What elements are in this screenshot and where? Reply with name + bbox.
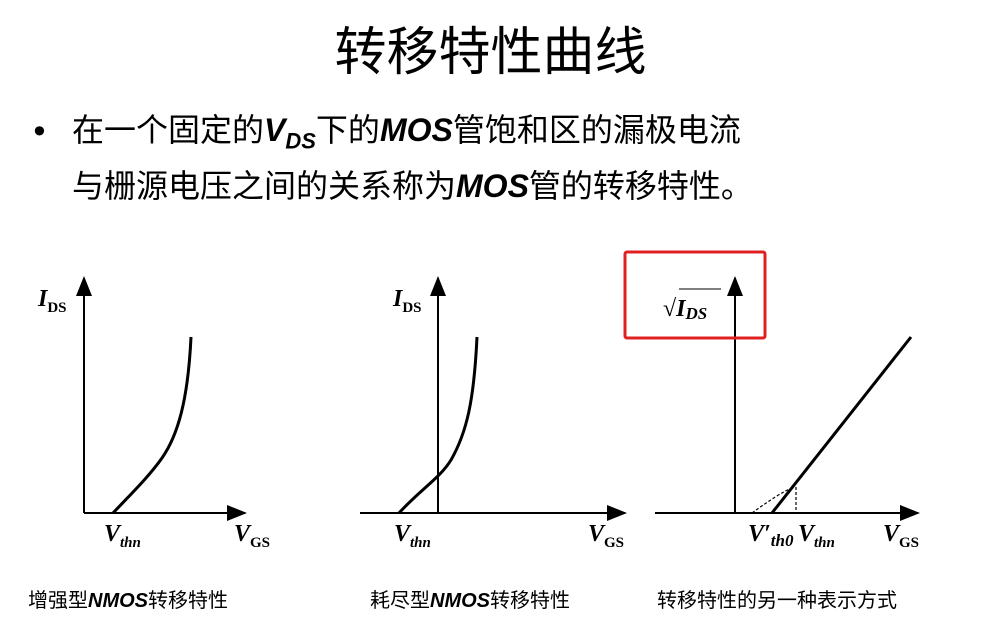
- vth0-label: V′th0: [748, 521, 794, 550]
- slide-title: 转移特性曲线: [334, 23, 647, 83]
- text: 管的转移特性。: [528, 167, 753, 205]
- text: 转移特性的另一种表示方式: [657, 588, 897, 612]
- bullet-line-1: 在一个固定的VDS下的MOS管饱和区的漏极电流: [72, 110, 741, 161]
- vthn-label-3: Vthn: [798, 521, 835, 551]
- bullet-line-2: 与栅源电压之间的关系称为MOS管的转移特性。: [72, 166, 753, 206]
- nmos-text: NMOS: [430, 590, 490, 612]
- vds-subscript: DS: [285, 128, 316, 154]
- text: 与栅源电压之间的关系称为: [72, 167, 457, 205]
- text: 管饱和区的漏极电流: [452, 111, 741, 149]
- nmos-text: NMOS: [88, 590, 148, 612]
- text: 转移特性: [148, 588, 228, 612]
- caption-alternate: 转移特性的另一种表示方式: [657, 586, 897, 614]
- xlabel-1: VGS: [234, 521, 270, 551]
- highlight-box: [623, 250, 767, 340]
- vthn-label-2: Vthn: [394, 521, 431, 551]
- ylabel-1: IDS: [37, 286, 67, 316]
- curve-enhancement: [111, 336, 193, 515]
- xlabel-3: VGS: [883, 521, 919, 551]
- caption-enhancement: 增强型NMOS转移特性: [28, 586, 228, 615]
- text: 转移特性: [490, 588, 570, 612]
- xlabel-2: VGS: [588, 521, 624, 551]
- subthreshold-dashed-curve: [751, 486, 795, 514]
- bullet-icon: •: [30, 113, 49, 151]
- mos-text: MOS: [379, 112, 453, 148]
- text: 耗尽型: [370, 588, 430, 612]
- caption-depletion: 耗尽型NMOS转移特性: [370, 586, 570, 615]
- sqrt-ids-line: [770, 336, 913, 514]
- text: 在一个固定的: [72, 111, 265, 149]
- vthn-label-1: Vthn: [104, 521, 141, 551]
- text: 下的: [315, 111, 380, 149]
- vds-symbol: V: [264, 112, 286, 148]
- ylabel-3: √IDS: [663, 296, 707, 323]
- mos-text: MOS: [456, 168, 529, 204]
- text: 增强型: [28, 588, 88, 612]
- curve-depletion: [397, 336, 479, 515]
- ylabel-2: IDS: [392, 286, 422, 316]
